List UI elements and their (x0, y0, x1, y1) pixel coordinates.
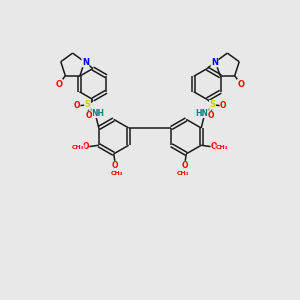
Text: O: O (220, 101, 226, 110)
Text: O: O (86, 111, 92, 120)
Text: N: N (211, 58, 218, 67)
Text: S: S (209, 100, 215, 109)
Text: O: O (112, 161, 119, 170)
Text: O: O (182, 161, 188, 170)
Text: O: O (237, 80, 244, 88)
Text: CH₃: CH₃ (177, 171, 190, 176)
Text: O: O (82, 142, 89, 151)
Text: O: O (208, 111, 214, 120)
Text: NH: NH (92, 109, 105, 118)
Text: O: O (56, 80, 63, 88)
Text: HN: HN (195, 109, 208, 118)
Text: S: S (85, 100, 91, 109)
Text: O: O (211, 142, 217, 151)
Text: CH₃: CH₃ (216, 145, 228, 150)
Text: N: N (82, 58, 89, 67)
Text: O: O (74, 101, 80, 110)
Text: CH₃: CH₃ (110, 171, 123, 176)
Text: CH₃: CH₃ (72, 145, 84, 150)
